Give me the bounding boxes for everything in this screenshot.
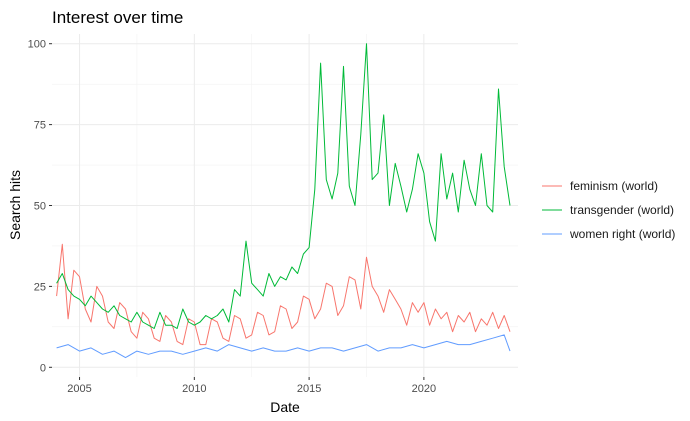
legend: feminism (world) transgender (world) women… (542, 179, 675, 241)
x-tick-label: 2005 (67, 383, 91, 395)
x-tick-label: 2010 (182, 383, 206, 395)
y-tick-label: 75 (34, 120, 46, 132)
chart-title: Interest over time (52, 8, 183, 27)
series-line (56, 243, 511, 346)
gridlines (52, 34, 518, 377)
y-axis-ticks: 0 25 50 75 100 (28, 39, 52, 374)
series-line (56, 43, 511, 329)
y-tick-label: 0 (40, 362, 46, 374)
legend-label: transgender (world) (570, 203, 674, 217)
x-tick-label: 2015 (297, 383, 321, 395)
legend-label: women right (world) (569, 227, 675, 241)
legend-label: feminism (world) (570, 179, 658, 193)
x-axis-label: Date (270, 399, 300, 415)
y-axis-label: Search hits (7, 170, 23, 240)
y-tick-label: 100 (28, 39, 46, 51)
x-tick-label: 2020 (412, 383, 436, 395)
y-tick-label: 25 (34, 281, 46, 293)
series-line (56, 334, 511, 359)
x-axis-ticks: 2005 2010 2015 2020 (67, 377, 436, 395)
y-tick-label: 50 (34, 201, 46, 213)
series-lines (56, 43, 511, 359)
